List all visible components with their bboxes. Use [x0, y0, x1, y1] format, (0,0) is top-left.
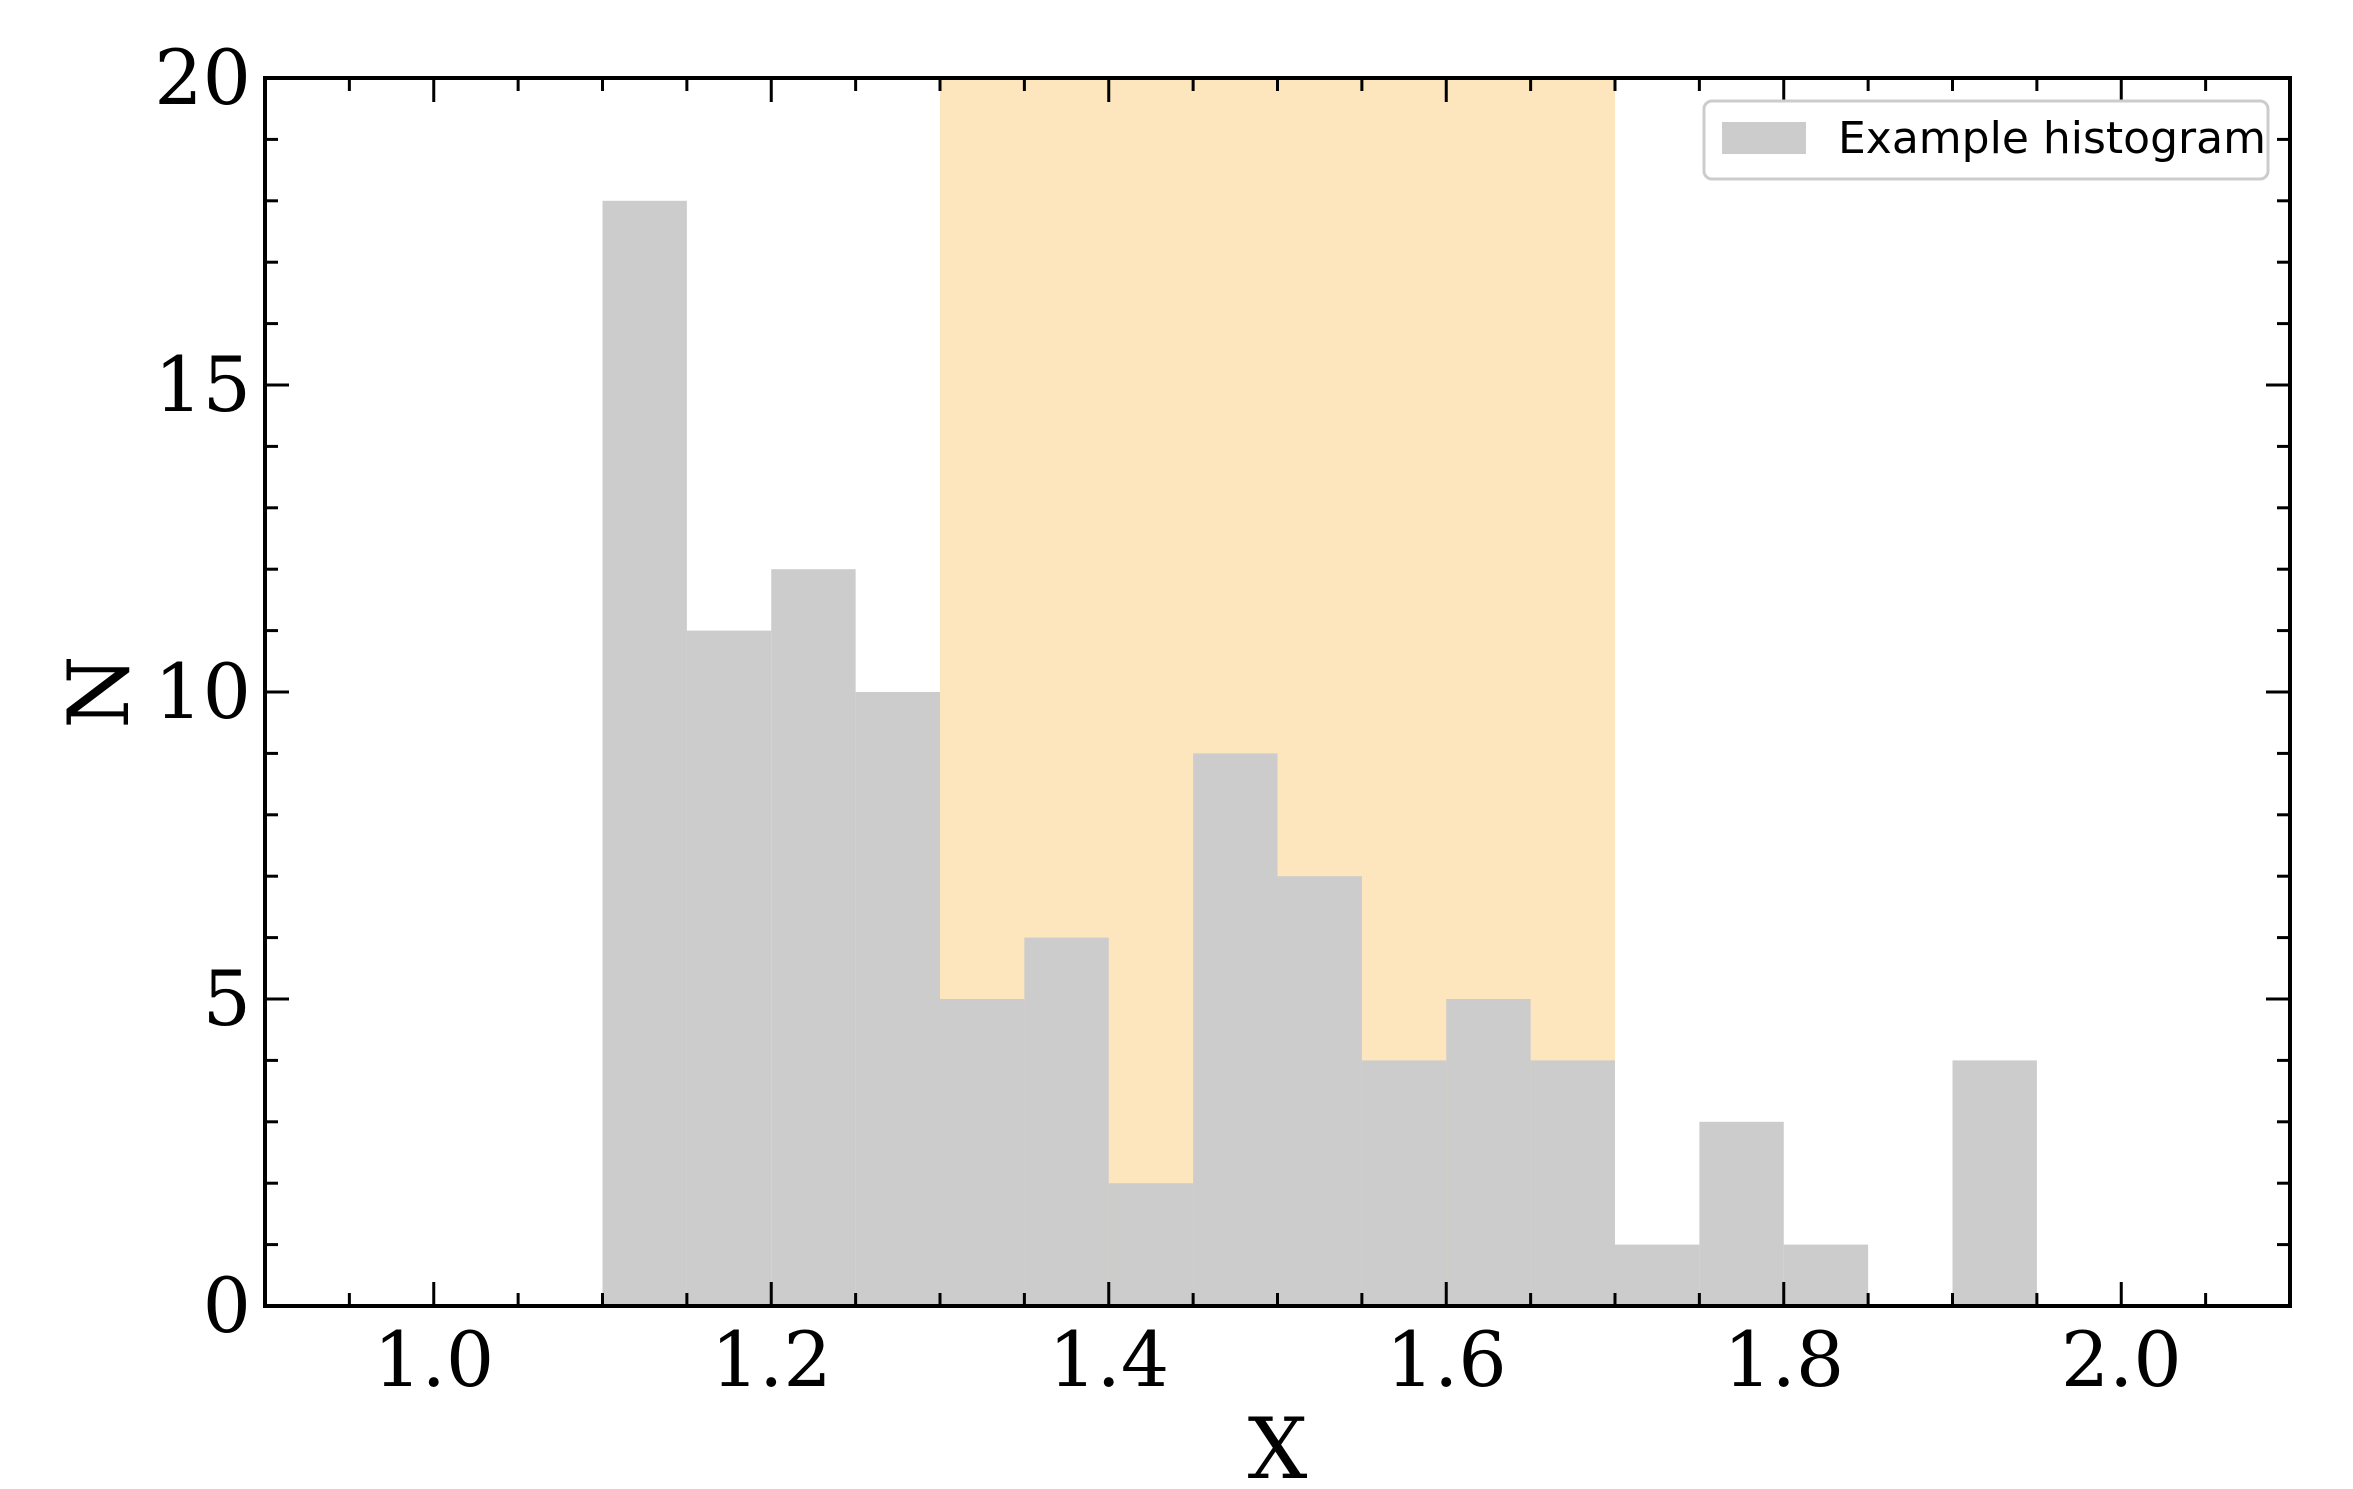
- plot-frame: [263, 76, 2292, 1308]
- histogram-bar: [1024, 937, 1109, 1306]
- legend: Example histogram: [1702, 99, 2270, 181]
- histogram-bar: [1446, 999, 1531, 1306]
- y-tick-label: 0: [203, 1261, 251, 1350]
- histogram-bar: [602, 200, 687, 1306]
- y-tick-labels: 0 5 10 15 20: [154, 33, 251, 1350]
- x-tick-label: 1.0: [373, 1315, 494, 1404]
- histogram-bar: [1699, 1121, 1784, 1306]
- y-tick-label: 5: [203, 954, 251, 1043]
- histogram-bar: [1361, 1060, 1447, 1306]
- legend-box: [1702, 99, 2270, 181]
- x-tick-labels: 1.0 1.2 1.4 1.6 1.8 2.0: [373, 1315, 2181, 1404]
- x-tick-label: 1.2: [711, 1315, 832, 1404]
- legend-swatch: [1722, 122, 1806, 154]
- histogram-bars-layer: [602, 200, 2037, 1306]
- x-tick-label: 1.8: [1723, 1315, 1844, 1404]
- histogram-bar: [686, 630, 772, 1306]
- y-axis-title: N: [50, 655, 148, 729]
- histogram-bar: [940, 999, 1025, 1306]
- histogram-bar: [1193, 753, 1278, 1306]
- histogram-bar: [1530, 1060, 1615, 1306]
- histogram-bar: [1277, 876, 1362, 1306]
- tick-marks-layer: [265, 78, 2290, 1306]
- x-tick-label: 1.4: [1048, 1315, 1169, 1404]
- y-tick-label: 15: [154, 340, 251, 429]
- histogram-bar: [1108, 1183, 1194, 1306]
- x-axis-title: X: [1248, 1400, 1308, 1489]
- histogram-bar: [771, 569, 856, 1306]
- histogram-bar: [1783, 1244, 1869, 1306]
- histogram-bar: [1952, 1060, 2037, 1306]
- y-tick-label: 10: [154, 647, 251, 736]
- legend-label: Example histogram: [1838, 113, 2266, 164]
- histogram-bar: [1615, 1244, 1700, 1306]
- x-tick-label: 1.6: [1386, 1315, 1507, 1404]
- y-tick-label: 20: [154, 33, 251, 122]
- histogram-bar: [855, 692, 940, 1306]
- x-tick-label: 2.0: [2061, 1315, 2182, 1404]
